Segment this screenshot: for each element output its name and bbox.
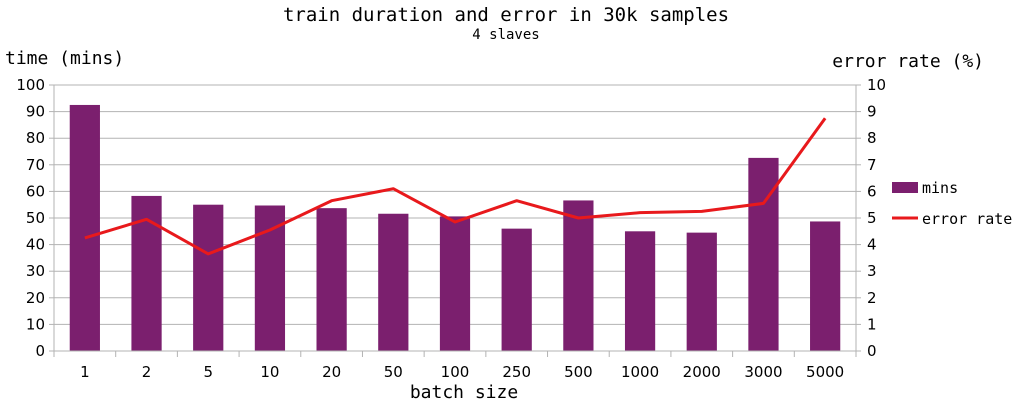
right-tick-label: 8 — [867, 129, 877, 147]
x-tick-label: 3000 — [744, 363, 782, 381]
bar-series — [69, 104, 841, 351]
x-axis-title: batch size — [410, 382, 518, 400]
left-tick-label: 70 — [26, 156, 45, 174]
right-tick-label: 5 — [867, 209, 877, 227]
right-tick-label: 3 — [867, 262, 877, 280]
right-axis-title: error rate (%) — [832, 51, 984, 72]
bar-mins — [254, 205, 286, 351]
bar-mins — [439, 216, 471, 351]
bar-mins — [193, 204, 224, 351]
legend: mins error rate — [892, 179, 1012, 228]
bar-mins — [810, 221, 841, 351]
x-tick-label: 2000 — [683, 363, 721, 381]
chart-subtitle: 4 slaves — [472, 27, 539, 43]
bar-mins — [501, 228, 532, 351]
left-tick-label: 30 — [26, 262, 45, 280]
bar-mins — [69, 104, 100, 351]
x-tick-label: 20 — [322, 363, 341, 381]
x-tick-label: 1 — [80, 363, 90, 381]
left-tick-label: 0 — [35, 342, 45, 360]
left-tick-label: 10 — [26, 315, 45, 333]
left-tick-label: 60 — [26, 182, 45, 200]
right-tick-label: 4 — [867, 236, 877, 254]
right-tick-label: 9 — [867, 103, 877, 121]
bar-mins — [563, 200, 594, 351]
x-tick-label: 10 — [260, 363, 279, 381]
bar-mins — [686, 232, 717, 351]
right-tick-label: 7 — [867, 156, 877, 174]
x-tick-label: 1000 — [621, 363, 659, 381]
left-tick-label: 80 — [26, 129, 45, 147]
legend-swatch-mins — [892, 182, 918, 193]
line-series — [84, 117, 827, 256]
x-tick-label: 50 — [384, 363, 403, 381]
bar-mins — [378, 213, 409, 351]
left-tick-label: 20 — [26, 289, 45, 307]
left-tick-label: 90 — [26, 103, 45, 121]
left-tick-label: 50 — [26, 209, 45, 227]
legend-label-mins: mins — [922, 179, 958, 197]
x-tick-label: 250 — [502, 363, 531, 381]
x-tick-label: 5000 — [806, 363, 844, 381]
right-tick-label: 10 — [867, 76, 886, 94]
axes — [49, 84, 861, 357]
line-error-rate — [84, 117, 827, 256]
left-tick-label: 40 — [26, 236, 45, 254]
x-tick-label: 500 — [564, 363, 593, 381]
x-tick-label: 100 — [441, 363, 470, 381]
right-tick-label: 6 — [867, 182, 877, 200]
x-tick-label: 2 — [142, 363, 152, 381]
right-tick-label: 0 — [867, 342, 877, 360]
left-axis-title: time (mins) — [5, 48, 124, 69]
chart-title: train duration and error in 30k samples — [283, 4, 729, 26]
bar-mins — [624, 231, 656, 351]
right-tick-label: 2 — [867, 289, 877, 307]
x-tick-label: 5 — [203, 363, 213, 381]
legend-label-error-rate: error rate — [922, 210, 1012, 228]
right-tick-label: 1 — [867, 315, 877, 333]
bar-mins — [316, 208, 347, 351]
left-tick-label: 100 — [16, 76, 45, 94]
